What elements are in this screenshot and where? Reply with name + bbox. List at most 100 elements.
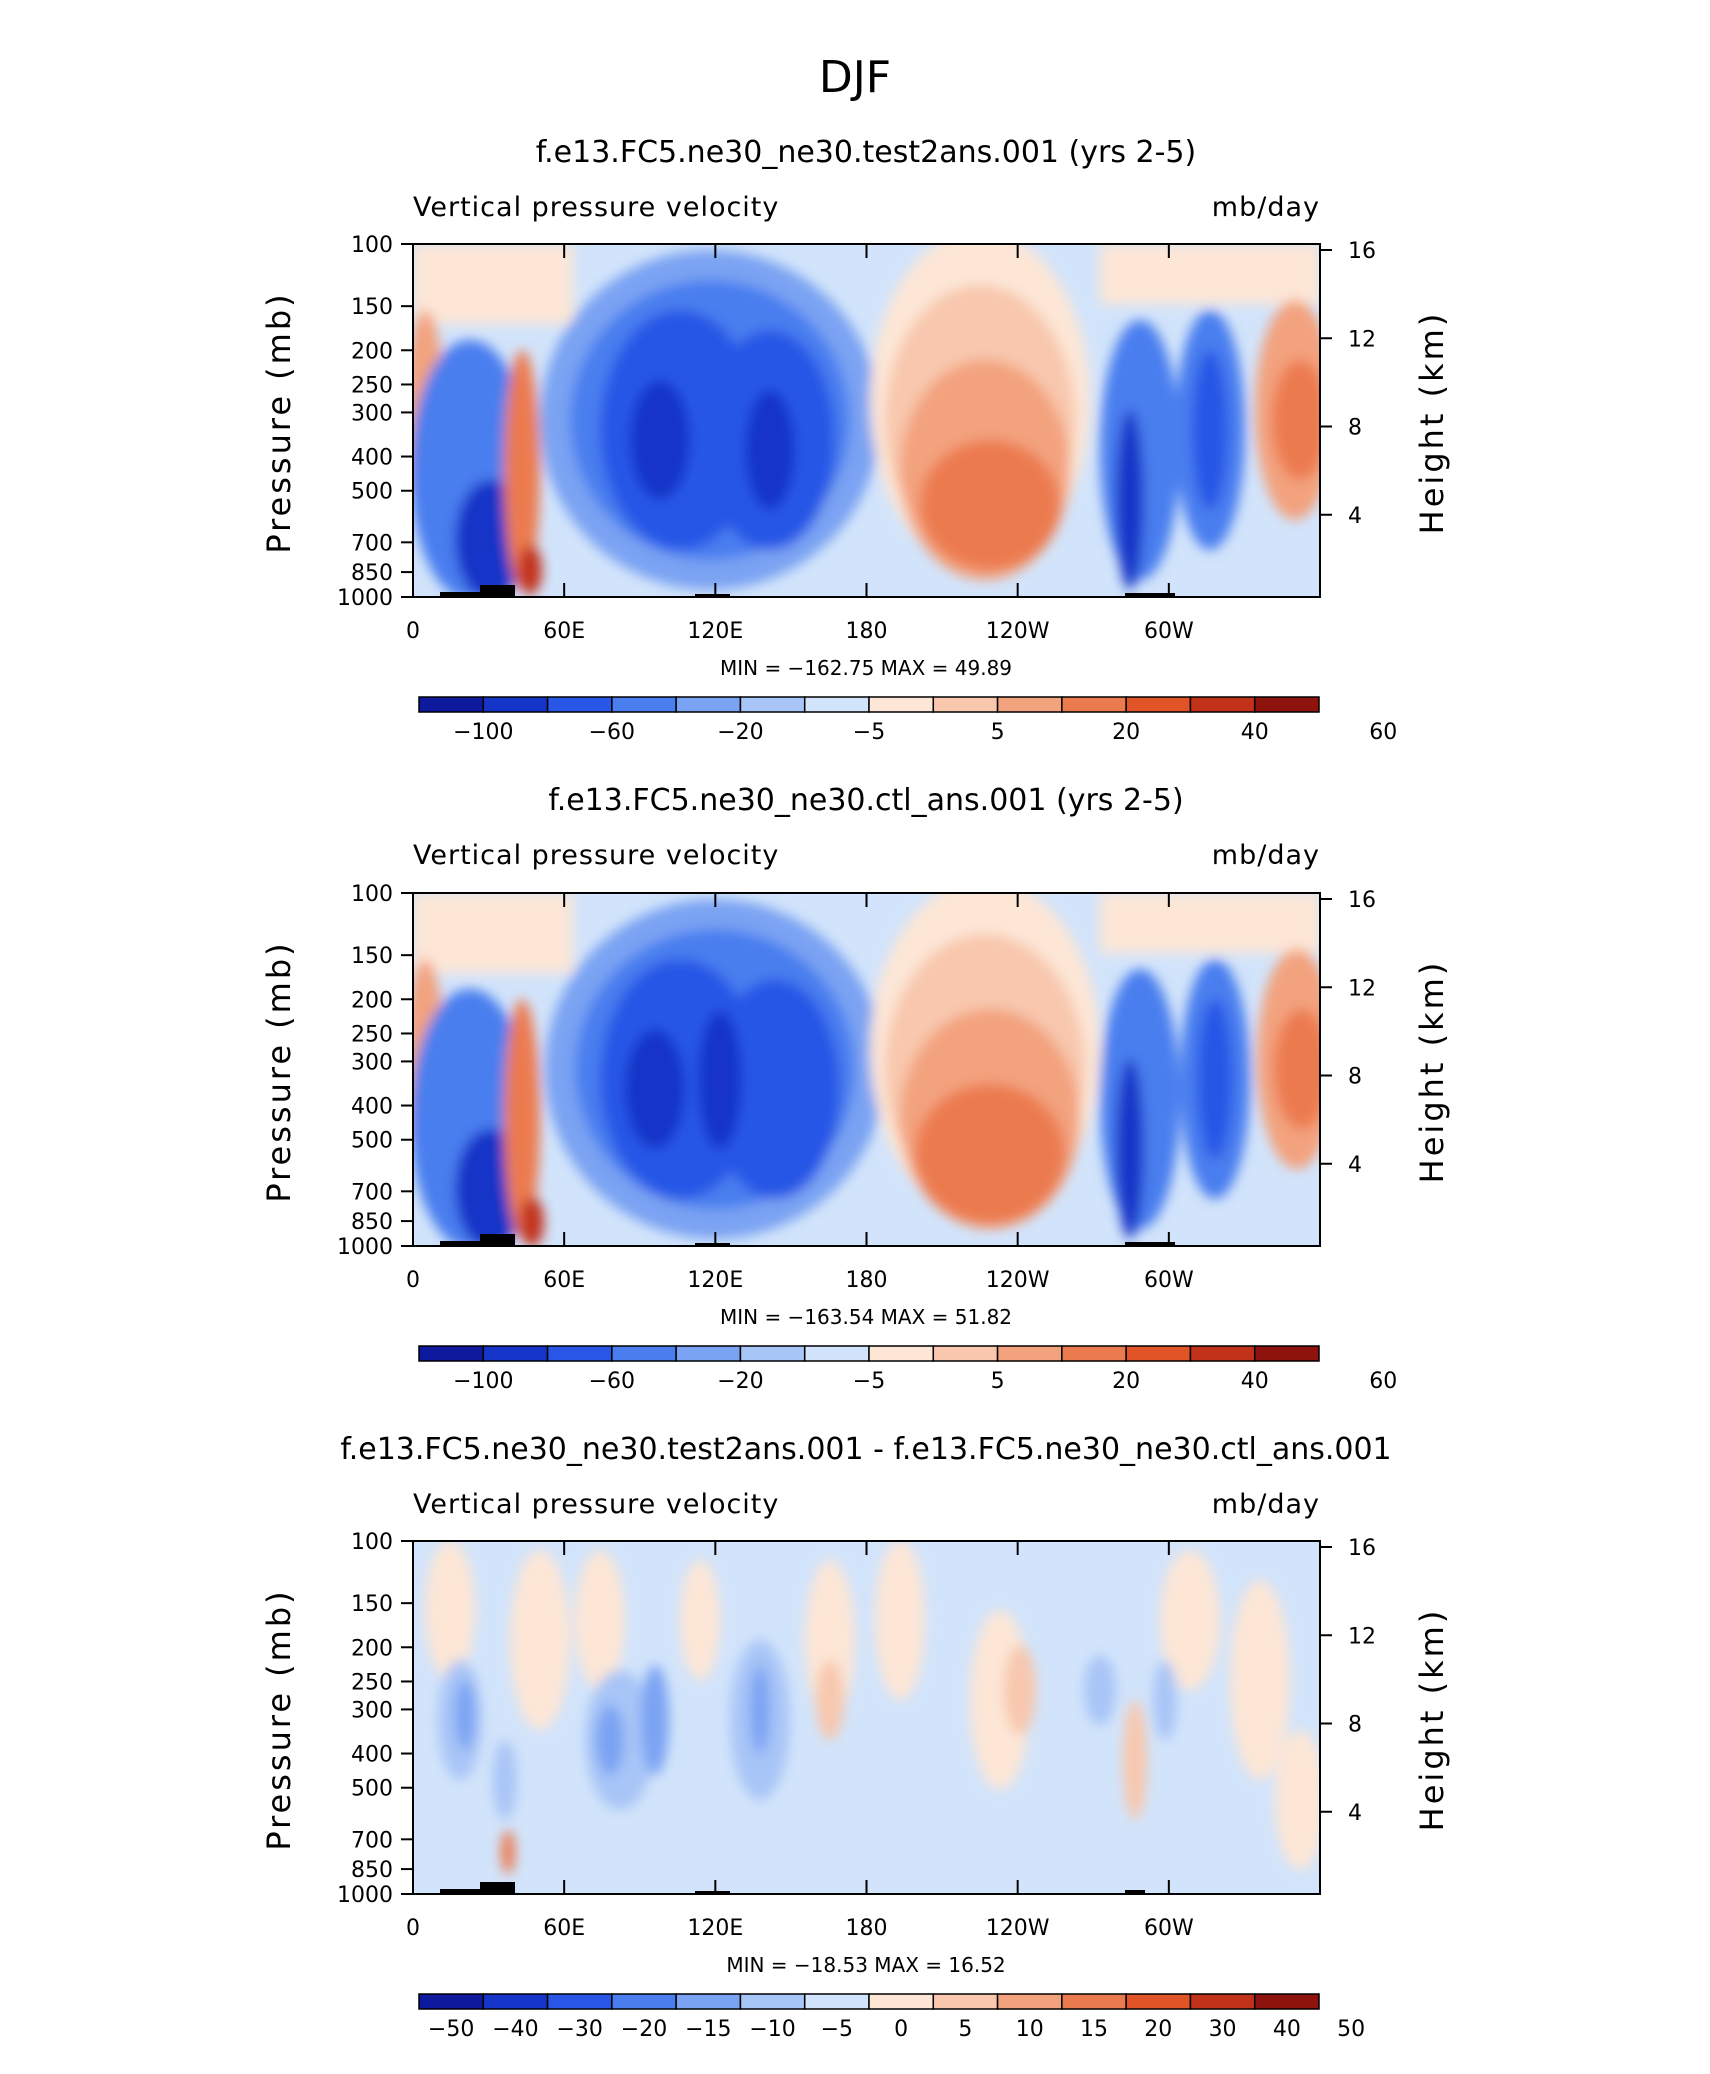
x-tick-label: 120E	[687, 619, 743, 644]
colorbar-label: −50	[428, 2017, 474, 2042]
x-tick-label: 60W	[1144, 1916, 1194, 1941]
panel-1-region	[413, 244, 573, 324]
colorbar-swatch	[996, 1993, 1063, 2010]
colorbar-label: 0	[894, 2017, 908, 2042]
colorbar-swatch	[739, 1993, 806, 2010]
y2-tick-label: 4	[1348, 1153, 1362, 1178]
panel-1-variable-label: Vertical pressure velocity	[413, 192, 779, 223]
panel-1-region	[504, 350, 540, 590]
panel-2-variable-label: Vertical pressure velocity	[413, 840, 779, 871]
panel-1-topography	[1125, 593, 1175, 597]
x-tick-label: 120E	[687, 1916, 743, 1941]
panel-3-region	[1084, 1655, 1116, 1725]
x-tick-label: 120W	[986, 619, 1050, 644]
y-axis-title: Pressure (mb)	[260, 291, 298, 553]
panel-2-units-label: mb/day	[1212, 840, 1320, 871]
colorbar-label: 15	[1080, 2017, 1108, 2042]
colorbar-label: −60	[589, 1369, 635, 1394]
colorbar-label: −20	[717, 1369, 763, 1394]
panel-3-region	[575, 1550, 625, 1690]
y2-tick-label: 12	[1348, 327, 1376, 352]
y2-tick-label: 16	[1348, 888, 1376, 913]
panel-2-region	[1197, 999, 1233, 1159]
colorbar-swatch	[546, 1993, 613, 2010]
panel-1-min-max: MIN = −162.75 MAX = 49.89	[720, 656, 1012, 680]
y-tick-label: 700	[351, 531, 393, 556]
panel-2-region	[915, 1084, 1065, 1224]
colorbar-swatch	[418, 696, 485, 713]
colorbar-swatch	[1253, 1345, 1320, 1362]
colorbar-swatch	[1189, 1345, 1256, 1362]
colorbar-swatch	[611, 1993, 677, 2010]
x-tick-label: 120W	[986, 1268, 1050, 1293]
colorbar-swatch	[868, 1993, 935, 2010]
panel-2-region	[698, 1010, 742, 1150]
panel-1-region	[920, 440, 1060, 570]
panel-2-topography	[695, 1243, 730, 1246]
y-tick-label: 300	[351, 1050, 393, 1075]
colorbar-swatch	[418, 1345, 485, 1362]
y-axis-title: Pressure (mb)	[260, 1588, 298, 1850]
colorbar-swatch	[482, 696, 549, 713]
colorbar-swatch	[482, 1345, 549, 1362]
panel-2-region	[1116, 1059, 1144, 1239]
panel-2-region	[1100, 893, 1320, 953]
panel-1-field	[413, 244, 1320, 597]
y2-axis-title: Height (km)	[1413, 960, 1451, 1184]
y-tick-label: 200	[351, 339, 393, 364]
x-tick-label: 120W	[986, 1916, 1050, 1941]
y2-tick-label: 4	[1348, 1801, 1362, 1826]
panel-1-units-label: mb/day	[1212, 192, 1320, 223]
y2-tick-label: 8	[1348, 1065, 1362, 1090]
colorbar-swatch	[1125, 1993, 1192, 2010]
colorbar-label: 30	[1209, 2017, 1237, 2042]
colorbar-swatch	[1061, 1345, 1127, 1362]
panel-3: f.e13.FC5.ne30_ne30.test2ans.001 - f.e13…	[260, 1432, 1451, 2042]
y-tick-label: 500	[351, 480, 393, 505]
y-tick-label: 1000	[337, 1883, 393, 1908]
y2-tick-label: 12	[1348, 1624, 1376, 1649]
colorbar-label: −100	[453, 720, 513, 745]
colorbar-label: −5	[821, 2017, 853, 2042]
colorbar-label: −10	[749, 2017, 795, 2042]
panel-3-region	[501, 1830, 515, 1874]
x-tick-label: 60E	[543, 1916, 585, 1941]
colorbar-swatch	[675, 1993, 742, 2010]
x-tick-label: 0	[406, 1916, 420, 1941]
panel-1-topography	[440, 585, 515, 597]
x-tick-label: 0	[406, 1268, 420, 1293]
colorbar-label: −20	[621, 2017, 667, 2042]
colorbar-swatch	[803, 1993, 870, 2010]
colorbar-label: 5	[958, 2017, 972, 2042]
y-tick-label: 700	[351, 1180, 393, 1205]
y-tick-label: 300	[351, 401, 393, 426]
panel-2-topography	[440, 1234, 515, 1246]
colorbar-swatch	[739, 1345, 806, 1362]
colorbar-swatch	[803, 1345, 870, 1362]
panel-3-region	[1123, 1700, 1147, 1820]
y-tick-label: 400	[351, 1743, 393, 1768]
colorbar-label: −15	[685, 2017, 731, 2042]
y-axis-title: Pressure (mb)	[260, 940, 298, 1202]
colorbar-label: 50	[1337, 2017, 1365, 2042]
colorbar-label: −60	[589, 720, 635, 745]
y-tick-label: 400	[351, 446, 393, 471]
x-tick-label: 180	[846, 619, 888, 644]
panel-1-region	[745, 390, 795, 510]
colorbar-swatch	[1253, 1993, 1320, 2010]
colorbar-swatch	[1061, 696, 1127, 713]
panel-1-region	[1272, 360, 1320, 480]
panel-3-region	[1160, 1550, 1220, 1690]
x-tick-label: 60W	[1144, 1268, 1194, 1293]
panel-3-region	[1230, 1580, 1290, 1780]
y-tick-label: 200	[351, 1636, 393, 1661]
colorbar-swatch	[675, 1345, 742, 1362]
y-tick-label: 1000	[337, 1235, 393, 1260]
x-tick-label: 60W	[1144, 619, 1194, 644]
panel-1-region	[518, 545, 542, 595]
panel-1-region	[1100, 244, 1320, 304]
panel-2-region	[413, 893, 573, 973]
y-tick-label: 150	[351, 944, 393, 969]
colorbar-label: −100	[453, 1369, 513, 1394]
panel-1-title: f.e13.FC5.ne30_ne30.test2ans.001 (yrs 2-…	[536, 135, 1196, 170]
